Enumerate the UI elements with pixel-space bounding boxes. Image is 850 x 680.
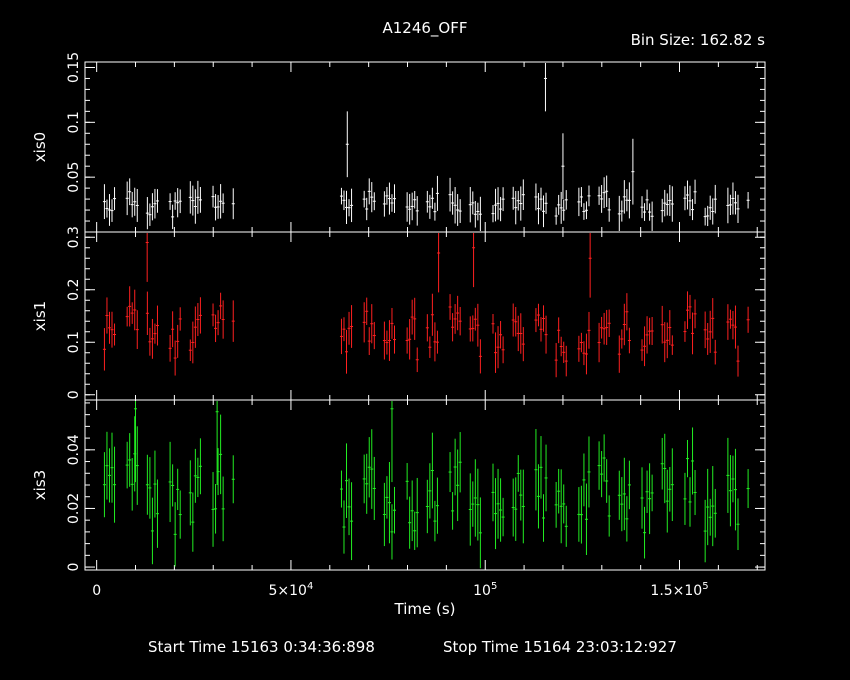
x-tick-exponent: 5	[491, 581, 497, 592]
y-tick-label: 0.02	[66, 493, 82, 524]
panel-xis1: 0 0.1 0.2 0.3 xis1	[31, 226, 766, 401]
y-axis-label: xis3	[31, 470, 49, 500]
panel-frame	[84, 231, 766, 401]
x-tick-label: 1.5×105	[650, 581, 708, 599]
panel-frame	[84, 61, 766, 233]
x-tick-exponent: 4	[307, 581, 313, 592]
series-xis3	[102, 401, 750, 569]
panel-xis0: 0.05 0.1 0.15 xis0	[31, 52, 766, 233]
panel-frame	[84, 399, 766, 571]
panel-xis3: 0 0.02 0.04 xis3	[31, 399, 766, 572]
y-tick-label: 0.1	[66, 331, 82, 353]
y-axis-label: xis0	[31, 132, 49, 162]
panels: 0.05 0.1 0.15 xis0 0 0.1 0.2 0.3 xis1 0 0.02 0.04 xi…	[31, 52, 766, 599]
y-tick-label: 0.05	[66, 162, 82, 193]
x-tick-label: 5×104	[269, 581, 314, 599]
y-tick-label: 0.1	[66, 111, 82, 133]
y-tick-label: 0.2	[66, 279, 82, 301]
series-xis1	[102, 233, 750, 378]
y-tick-label: 0	[66, 563, 82, 572]
bin-size-label: Bin Size: 162.82 s	[631, 31, 766, 49]
series-xis0	[102, 63, 750, 231]
start-time: Start Time 15163 0:34:36:898	[148, 638, 375, 656]
stop-time: Stop Time 15164 23:03:12:927	[443, 638, 677, 656]
chart-title: A1246_OFF	[383, 19, 468, 38]
y-tick-label: 0	[66, 390, 82, 399]
x-tick-label: 105	[473, 581, 497, 599]
x-tick-label: 0	[92, 583, 101, 599]
y-tick-label: 0.3	[66, 226, 82, 248]
y-tick-label: 0.15	[66, 52, 82, 83]
x-axis-label: Time (s)	[394, 600, 456, 618]
y-axis-label: xis1	[31, 301, 49, 331]
y-tick-label: 0.04	[66, 434, 82, 465]
x-tick-exponent: 5	[702, 581, 708, 592]
